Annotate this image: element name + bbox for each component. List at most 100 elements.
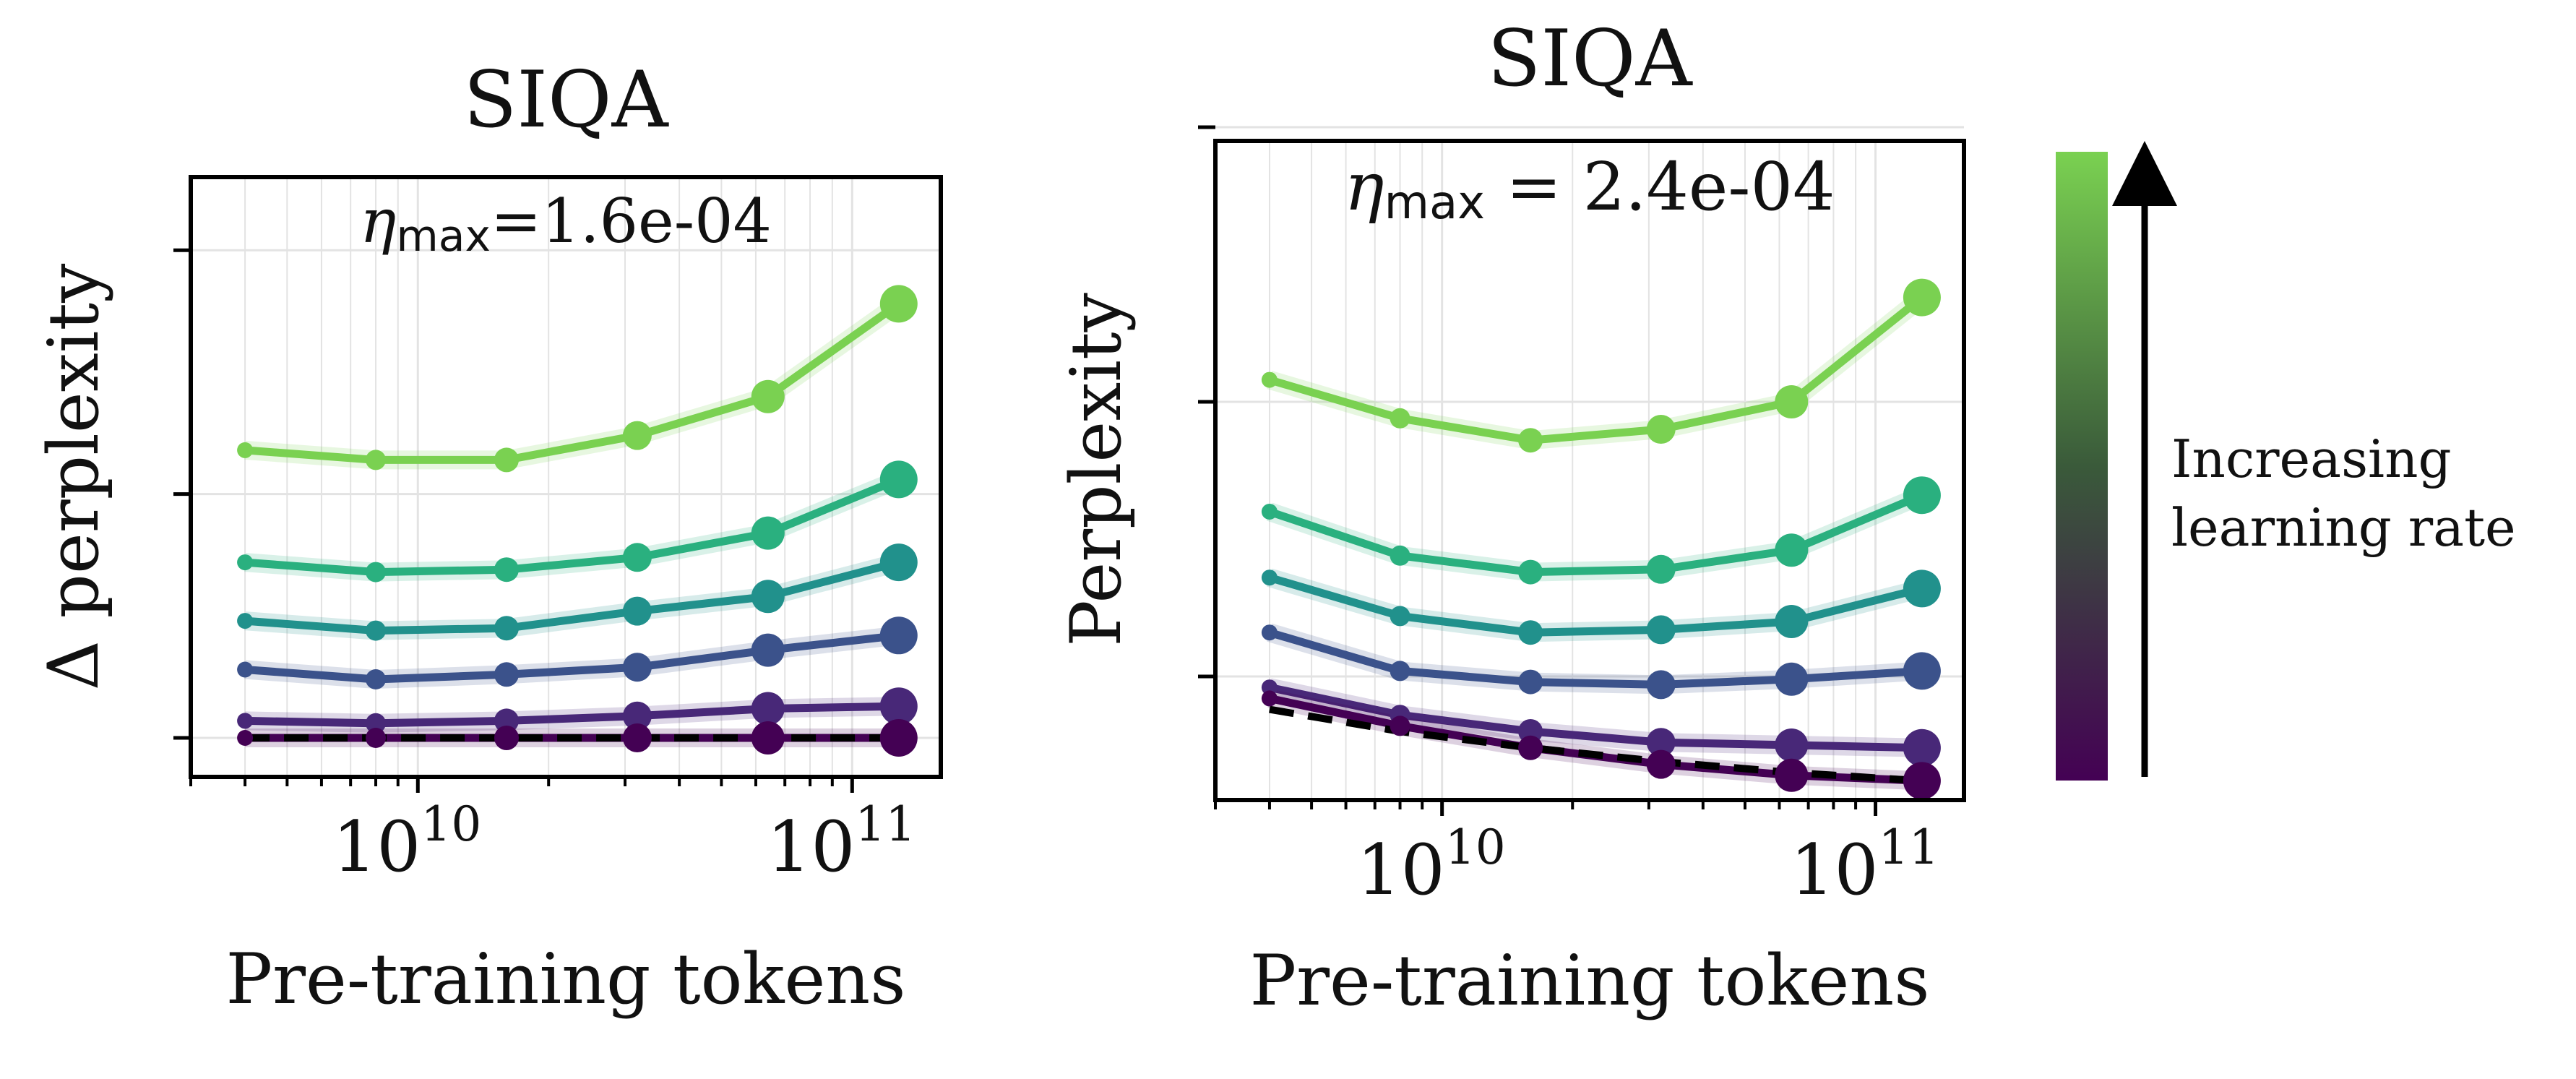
annotation-symbol: η [1344,148,1384,225]
data-point [622,596,652,626]
y-axis-label: Δ perplexity [33,264,114,691]
data-point [1646,615,1676,645]
data-point [622,723,652,752]
data-point [879,460,918,499]
data-point [494,726,519,750]
series-line-1 [1265,491,1926,577]
x-tick-label: 1010 [1357,820,1506,911]
chart-panel-left: SIQA 1010 1011 ηmax=1.6e-04 Pre-training … [33,55,943,1020]
data-point [1261,690,1278,707]
data-point [622,701,652,731]
data-point [751,721,785,755]
series-group [237,285,918,757]
x-axis-label: Pre-training tokens [1250,940,1930,1021]
data-point [1261,504,1278,520]
series-line-4 [1265,683,1926,752]
annotation-value: = 2.4e-04 [1485,148,1835,225]
data-point [494,708,519,734]
data-point [1261,624,1278,641]
annotation-subscript: max [396,211,491,262]
data-point [1518,669,1543,695]
x-tick-label: 1011 [767,796,916,887]
data-point [366,728,386,748]
data-point [1390,408,1410,429]
data-point [1518,620,1543,645]
plot-frame [189,175,943,779]
data-point [1646,670,1676,700]
data-point [237,613,254,629]
data-point [1903,762,1941,800]
data-point [494,447,519,473]
data-point [237,554,254,571]
data-point [1261,569,1278,586]
colorbar-label: Increasing learning rate [2171,429,2516,558]
axes: 1010 1011 [1198,125,1939,911]
colorbar-label-line-2: learning rate [2171,497,2516,558]
data-point [366,669,386,689]
data-point [366,450,386,470]
data-point [1261,679,1278,696]
axes: 1010 1011 [173,248,916,887]
grid [190,177,941,777]
data-point [1646,415,1676,444]
data-point [1261,371,1278,388]
series-line-2 [241,558,903,635]
data-point [622,543,652,572]
data-point [1903,278,1941,317]
plot-frame [1213,139,1966,802]
colorbar: Increasing learning rate [2056,141,2516,781]
chart-title: SIQA [463,55,669,145]
data-point [751,516,785,550]
series-line-0 [1265,293,1926,444]
colorbar-gradient [2056,152,2108,781]
data-point [237,730,254,746]
data-point [1646,749,1676,779]
data-point [1903,476,1941,515]
data-point [1390,715,1410,736]
data-point [1903,728,1941,767]
data-point [879,543,918,582]
series-band [1267,290,1929,450]
data-point [1646,728,1676,757]
data-point [879,687,918,726]
data-point [879,719,918,757]
data-point [1775,533,1809,567]
data-point [1390,661,1410,682]
annotation-eta-max: ηmax = 2.4e-04 [1344,148,1835,230]
data-point [1775,385,1809,418]
colorbar-label-line-1: Increasing [2171,429,2452,489]
x-tick-label: 1010 [332,796,481,887]
data-point [751,633,785,667]
annotation-value: =1.6e-04 [491,186,772,257]
data-point [1390,545,1410,566]
data-point [751,379,785,413]
series-line-3 [241,631,903,684]
data-point [1518,559,1543,585]
data-point [494,616,519,641]
series-line-4 [241,702,903,728]
data-point [879,285,918,323]
annotation-symbol: η [360,186,396,257]
baseline-dashed-line [1269,705,1923,785]
data-point [751,692,785,726]
data-point [1775,662,1809,696]
data-point [1775,758,1809,792]
x-axis-label: Pre-training tokens [226,939,906,1020]
data-point [1646,554,1676,584]
data-point [879,616,918,655]
series-line-2 [1265,573,1926,637]
data-point [622,421,652,450]
series-line-0 [241,299,903,464]
data-point [366,620,386,641]
data-point [1775,605,1809,638]
series-band [244,296,905,470]
data-point [494,662,519,687]
data-point [622,653,652,682]
data-point [237,713,254,729]
series-line-3 [1265,628,1926,689]
data-point [1903,569,1941,608]
data-point [1390,606,1410,627]
chart-panel-right: SIQA 1010 1011 ηmax = 2.4e-04 Pre-trainin… [1056,14,1966,1021]
